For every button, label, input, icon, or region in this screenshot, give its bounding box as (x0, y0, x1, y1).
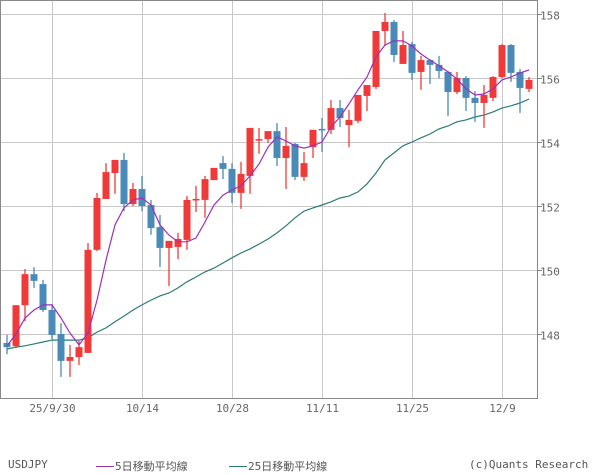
candle-down (156, 214, 164, 268)
ma25-polyline (6, 98, 530, 350)
candle-up (192, 185, 200, 213)
y-tick-label: 156 (540, 74, 560, 87)
candle-down (39, 279, 47, 312)
x-tick-label: 11/11 (306, 402, 339, 415)
candle-up (264, 131, 272, 143)
candle-down (507, 44, 515, 82)
candle-up (345, 110, 353, 148)
candle-up (327, 100, 335, 134)
legend-ma25-label: 25日移動平均線 (248, 460, 328, 473)
y-tick-label: 150 (540, 266, 560, 279)
legend-ma5-swatch (96, 465, 114, 467)
candle-up (354, 94, 362, 124)
candle-up (525, 77, 533, 93)
candle-down (219, 156, 227, 180)
chart-footer: USDJPY 5日移動平均線 25日移動平均線 (c)Quants Resear… (0, 455, 600, 475)
candle-up (102, 163, 110, 199)
x-tick-label: 25/9/30 (29, 402, 75, 415)
ma5-polyline (6, 40, 530, 347)
candle-up (165, 240, 173, 286)
candle-down (408, 41, 416, 80)
candle-up (12, 305, 20, 349)
candle-down (57, 323, 65, 377)
x-tick-label: 10/28 (216, 402, 249, 415)
x-tick-label: 10/14 (126, 402, 159, 415)
candle-down (138, 175, 146, 212)
candle-down (30, 267, 38, 288)
candle-down (516, 69, 524, 113)
candle-down (291, 142, 299, 181)
candle-up (372, 30, 380, 89)
candle-up (309, 129, 317, 158)
candle-up (480, 85, 488, 128)
legend-ma25: 25日移動平均線 (229, 458, 327, 474)
legend-ma5-label: 5日移動平均線 (115, 460, 188, 473)
candle-down (120, 152, 128, 212)
ma5-line (6, 40, 530, 347)
candle-down (273, 123, 281, 166)
candle-up (111, 159, 119, 194)
candle-up (381, 13, 389, 46)
candle-up (93, 192, 101, 252)
candle-down (48, 303, 56, 340)
candle-down (3, 334, 11, 355)
y-tick-label: 148 (540, 330, 560, 343)
candle-down (435, 55, 443, 79)
y-tick-label: 158 (540, 10, 560, 23)
candle-up (174, 232, 182, 260)
candle-up (66, 344, 74, 377)
candle-up (129, 182, 137, 206)
candle-down (462, 76, 470, 111)
plot-frame (0, 0, 538, 399)
x-axis-ticks: 25/9/30 10/14 10/28 11/11 11/25 12/9 (29, 402, 515, 415)
candle-down (426, 59, 434, 85)
candle-up (255, 127, 263, 154)
x-tick-label: 12/9 (489, 402, 516, 415)
candle-up (246, 127, 254, 194)
candle-up (84, 243, 92, 353)
grid-lines (0, 0, 537, 398)
candle-up (399, 30, 407, 64)
y-tick-label: 152 (540, 202, 560, 215)
candle-up (282, 126, 290, 190)
candle-up (210, 167, 218, 181)
symbol-label: USDJPY (8, 458, 48, 471)
y-tick-label: 154 (540, 138, 560, 151)
candle-down (228, 163, 236, 204)
candle-up (201, 175, 209, 218)
y-axis-ticks: 148 150 152 154 156 158 (537, 10, 560, 343)
candle-up (453, 71, 461, 94)
candle-up (183, 196, 191, 250)
candle-up (417, 55, 425, 90)
credit-label: (c)Quants Research (469, 458, 589, 471)
legend-ma5: 5日移動平均線 (96, 458, 188, 474)
candle-down (444, 70, 452, 117)
candlestick-chart: 148 150 152 154 156 158 25/9/30 10/14 10/28 11/1… (0, 0, 560, 415)
candles-layer (3, 13, 533, 377)
candle-up (21, 269, 29, 322)
ma25-line (6, 98, 530, 350)
candle-up (498, 44, 506, 78)
candle-up (363, 85, 371, 111)
candle-down (471, 91, 479, 122)
candle-up (300, 151, 308, 182)
x-tick-label: 11/25 (396, 402, 429, 415)
legend-ma25-swatch (229, 465, 247, 467)
candle-down (336, 100, 344, 127)
candle-down (318, 118, 326, 152)
